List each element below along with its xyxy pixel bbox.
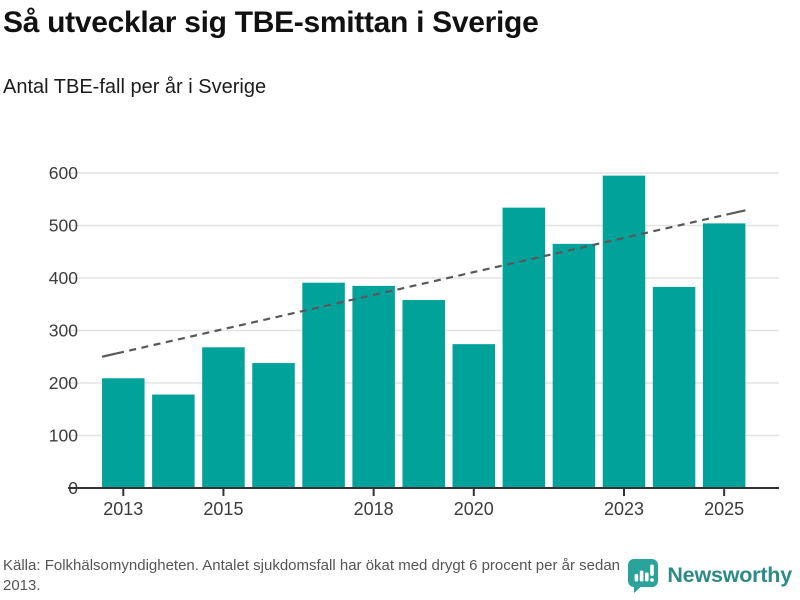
bar-2015: [202, 347, 245, 488]
bar-2019: [402, 300, 445, 488]
y-tick-label-300: 300: [49, 321, 78, 341]
x-tick-label-2015: 2015: [203, 499, 243, 519]
bar-2024: [652, 286, 696, 488]
page-title: Så utvecklar sig TBE-smittan i Sverige: [3, 6, 539, 39]
y-tick-label-600: 600: [49, 163, 78, 183]
bar-2023: [602, 175, 646, 488]
x-tick-label-2020: 2020: [454, 499, 494, 519]
y-tick-label-400: 400: [49, 268, 78, 288]
newsworthy-bar-chart-icon: [628, 559, 659, 593]
bar-2016: [252, 363, 295, 488]
tbe-bar-chart: 0 100 200 300 400 500 600 2013 2015 2018 2020 2023 2…: [0, 155, 800, 530]
source-note: Källa: Folkhälsomyndigheten. Antalet sju…: [3, 557, 621, 595]
x-tick-label-2025: 2025: [704, 499, 744, 519]
bar-2021: [502, 207, 546, 488]
bar-2022: [552, 243, 596, 488]
bar-2014: [152, 394, 195, 488]
trend-line-end-cap: [729, 209, 746, 215]
newsworthy-logo: Newsworthy: [626, 557, 792, 594]
bar-2025: [702, 223, 746, 488]
y-tick-label-100: 100: [49, 426, 78, 446]
trend-line: [116, 212, 730, 355]
y-tick-label-500: 500: [49, 216, 78, 236]
chart-subtitle: Antal TBE-fall per år i Sverige: [3, 76, 267, 98]
trend-line-start-cap: [101, 352, 118, 358]
bar-2020: [452, 344, 496, 488]
bar-2017: [302, 282, 345, 488]
x-tick-label-2023: 2023: [604, 499, 644, 519]
bar-2013: [102, 378, 145, 488]
bar-2018: [352, 285, 395, 488]
brand-name: Newsworthy: [667, 563, 792, 587]
x-tick-label-2018: 2018: [354, 499, 394, 519]
y-tick-label-200: 200: [49, 373, 78, 393]
x-tick-label-2013: 2013: [103, 499, 143, 519]
